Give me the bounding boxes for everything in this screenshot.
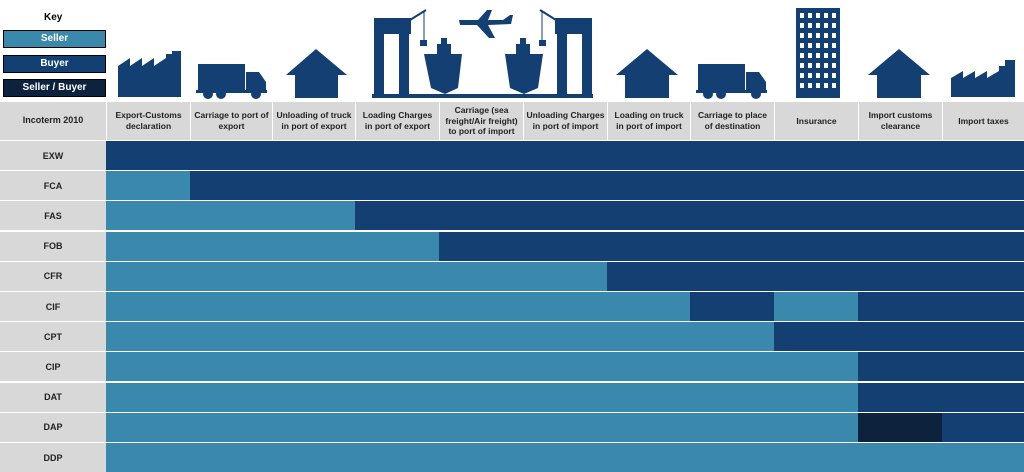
incoterm-label: DAT (0, 382, 106, 412)
responsibility-band-seller (106, 231, 439, 261)
column-header: Carriage to port of export (190, 102, 272, 140)
responsibility-band-buyer (774, 322, 1024, 352)
responsibility-band-sb (858, 412, 942, 442)
incoterm-label: FOB (0, 231, 106, 261)
responsibility-band-buyer (355, 201, 1024, 231)
responsibility-band-buyer (607, 261, 1024, 291)
responsibility-band-seller (106, 201, 355, 231)
column-header: Insurance (774, 102, 858, 140)
key-buyer: Buyer (3, 55, 106, 73)
responsibility-band-buyer (439, 231, 1024, 261)
column-header: Import taxes (942, 102, 1024, 140)
responsibility-band-seller (106, 322, 774, 352)
responsibility-band-buyer (858, 382, 1024, 412)
incoterm-label: CPT (0, 322, 106, 352)
header-row: Incoterm 2010 Export-Customs declaration C… (0, 102, 1024, 140)
column-header: Carriage to place of destination (690, 102, 774, 140)
factory-icon (951, 60, 1015, 97)
column-header: Unloading Charges in port of import (523, 102, 607, 140)
responsibility-band-buyer (106, 141, 1024, 170)
port-cranes-ships-airplane-icon (372, 9, 593, 98)
incoterm-label: EXW (0, 141, 106, 170)
house-icon (616, 49, 678, 98)
incoterm-label: FAS (0, 201, 106, 231)
column-header: Export-Customs declaration (106, 102, 190, 140)
truck-icon (196, 64, 267, 99)
column-header: Carriage (sea freight/Air freight) to po… (439, 102, 523, 140)
responsibility-band-seller (106, 443, 1024, 472)
column-header: Loading Charges in port of export (355, 102, 439, 140)
house-icon (868, 49, 930, 98)
incoterm-label: CIF (0, 292, 106, 321)
responsibility-band-seller (106, 382, 858, 412)
column-header: Import customs clearance (858, 102, 942, 140)
responsibility-band-seller (106, 261, 607, 291)
responsibility-band-seller (106, 171, 190, 201)
house-icon (286, 49, 347, 98)
responsibility-band-buyer (858, 352, 1024, 382)
truck-icon (696, 64, 767, 99)
incoterm-label: DAP (0, 412, 106, 442)
responsibility-band-seller (106, 412, 858, 442)
responsibility-band-buyer (942, 412, 1024, 442)
responsibility-band-seller (106, 352, 858, 382)
transport-icons (118, 8, 1015, 99)
key-seller: Seller (3, 30, 106, 48)
responsibility-band-seller (106, 292, 690, 321)
key-title: Key (44, 12, 63, 23)
responsibility-band-buyer (690, 292, 774, 321)
incoterm-label: CFR (0, 261, 106, 291)
responsibility-band-buyer (858, 292, 1024, 321)
column-header: Unloading of truck in port of export (272, 102, 355, 140)
incoterm-label: CIP (0, 352, 106, 382)
factory-icon (118, 51, 181, 97)
incoterm-header: Incoterm 2010 (22, 115, 84, 126)
incoterm-label: FCA (0, 171, 106, 201)
key-seller-buyer: Seller / Buyer (3, 79, 106, 97)
responsibility-band-buyer (190, 171, 1024, 201)
responsibility-band-seller (774, 292, 858, 321)
skyscraper-icon (796, 8, 840, 98)
column-header: Loading on truck in port of import (607, 102, 690, 140)
incoterm-label: DDP (0, 443, 106, 472)
